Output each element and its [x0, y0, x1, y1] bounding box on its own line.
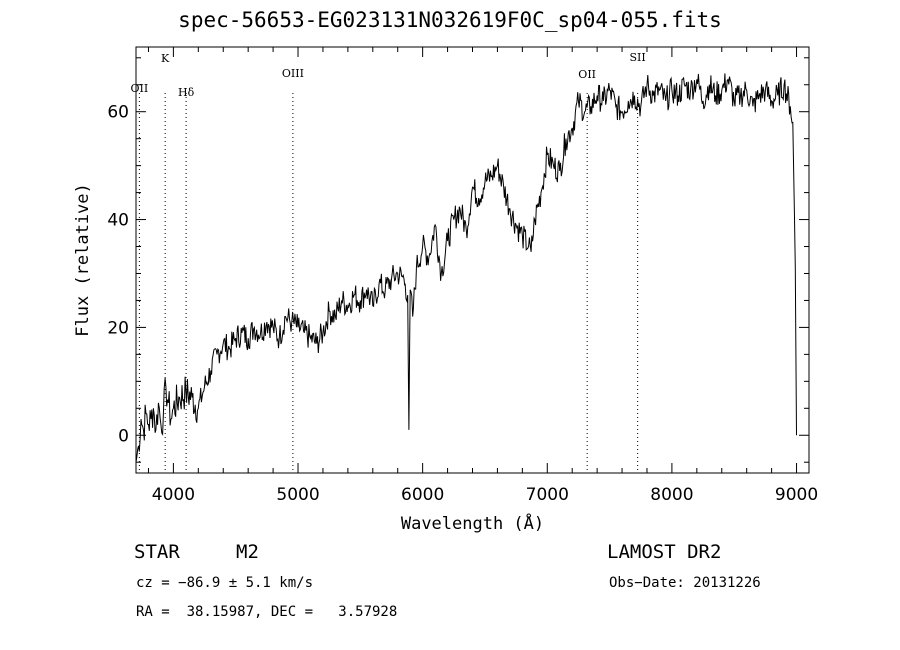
spectrum-line	[135, 73, 797, 463]
line-label-OII: OII	[578, 68, 596, 81]
chart-title: spec-56653-EG023131N032619F0C_sp04-055.f…	[178, 8, 722, 32]
x-tick-label-4000: 4000	[152, 485, 195, 505]
object-subclass: M2	[236, 541, 259, 563]
y-tick-label-40: 40	[107, 211, 129, 231]
y-tick-label-0: 0	[118, 426, 129, 446]
x-tick-label-6000: 6000	[401, 485, 444, 505]
x-tick-label-5000: 5000	[276, 485, 319, 505]
line-label-OIII: OIII	[282, 67, 304, 80]
line-label-OII: OII	[131, 82, 149, 95]
x-tick-label-9000: 9000	[775, 485, 818, 505]
plot-frame	[135, 46, 810, 474]
redshift-velocity: cz = −86.9 ± 5.1 km/s	[136, 575, 314, 591]
survey-name: LAMOST DR2	[607, 541, 722, 563]
observation-date: Obs−Date: 20131226	[609, 575, 761, 591]
line-label-SII: SII	[630, 51, 646, 64]
sky-coordinates: RA = 38.15987, DEC = 3.57928	[136, 604, 398, 620]
y-tick-label-20: 20	[107, 318, 129, 338]
object-class: STAR	[134, 541, 180, 563]
line-label-K: K	[161, 52, 170, 65]
line-label-Hδ: Hδ	[178, 86, 195, 99]
x-axis-label: Wavelength (Å)	[401, 512, 544, 534]
x-tick-label-7000: 7000	[526, 485, 569, 505]
y-tick-label-60: 60	[107, 103, 129, 123]
y-axis-label: Flux (relative)	[73, 183, 93, 337]
x-tick-label-8000: 8000	[650, 485, 693, 505]
